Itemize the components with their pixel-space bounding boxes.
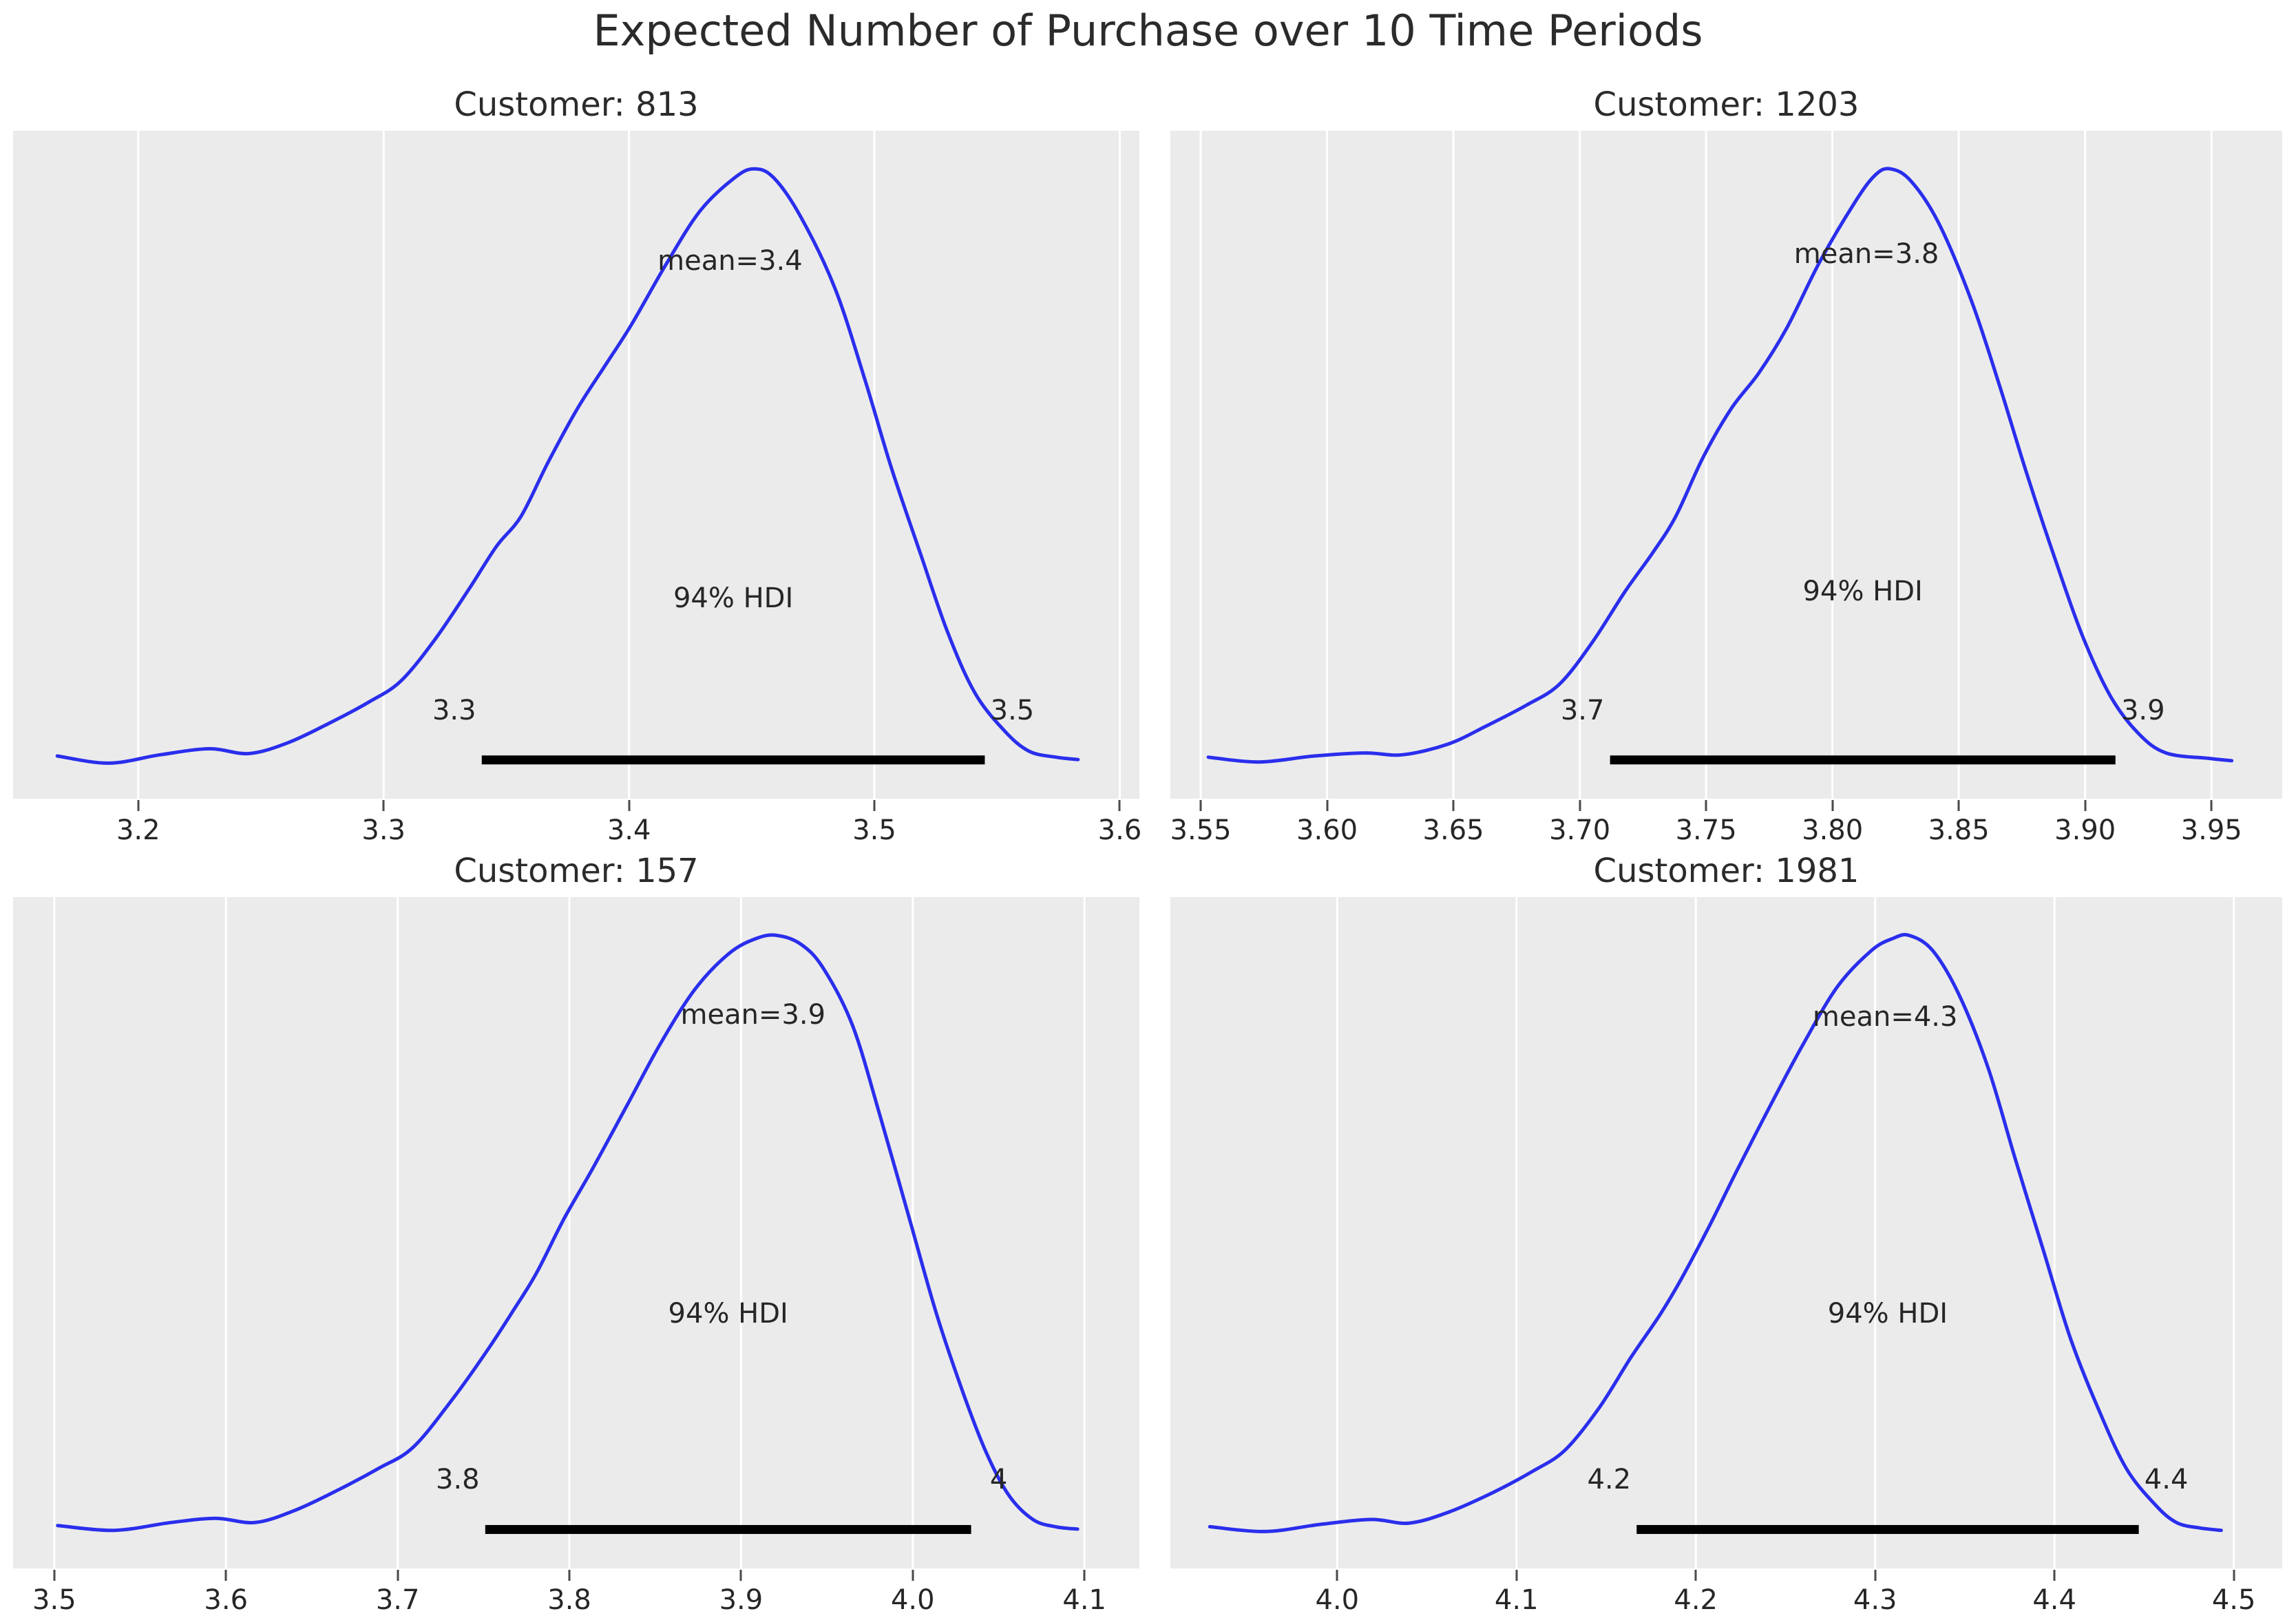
x-tick-label: 3.2 bbox=[116, 815, 160, 846]
density-plot bbox=[55, 131, 1121, 799]
density-plot bbox=[53, 897, 1086, 1568]
kde-curve bbox=[55, 167, 1080, 765]
x-tick-label: 3.7 bbox=[375, 1584, 420, 1616]
x-tick-label: 3.75 bbox=[1675, 815, 1737, 846]
x-tick-mark bbox=[1452, 800, 1455, 811]
x-tick-mark bbox=[1579, 800, 1581, 811]
hdi-label: 94% HDI bbox=[673, 582, 794, 614]
x-tick-mark bbox=[2233, 1570, 2235, 1581]
x-tick-mark bbox=[2210, 800, 2213, 811]
x-tick-label: 4.5 bbox=[2211, 1584, 2256, 1616]
x-tick-mark bbox=[53, 1570, 56, 1581]
plot-panel-customer-813 bbox=[13, 131, 1139, 799]
hdi-label: 94% HDI bbox=[668, 1297, 788, 1330]
plot-panel-customer-1981 bbox=[1170, 897, 2282, 1568]
x-tick-mark bbox=[739, 1570, 742, 1581]
x-tick-label: 3.5 bbox=[32, 1584, 76, 1616]
x-tick-mark bbox=[137, 800, 140, 811]
hdi-upper-label: 4 bbox=[989, 1464, 1008, 1496]
x-tick-mark bbox=[628, 800, 631, 811]
x-tick-mark bbox=[2084, 800, 2087, 811]
x-tick-label: 3.6 bbox=[1097, 815, 1142, 846]
hdi-lower-label: 3.8 bbox=[436, 1464, 480, 1496]
x-tick-label: 4.0 bbox=[890, 1584, 935, 1616]
x-tick-label: 3.8 bbox=[547, 1584, 591, 1616]
panel-title: Customer: 157 bbox=[454, 852, 699, 890]
x-tick-label: 3.65 bbox=[1422, 815, 1484, 846]
x-tick-label: 4.0 bbox=[1315, 1584, 1360, 1616]
x-tick-mark bbox=[912, 1570, 914, 1581]
panel-title: Customer: 1203 bbox=[1593, 85, 1860, 124]
hdi-label: 94% HDI bbox=[1802, 576, 1923, 608]
x-tick-mark bbox=[1831, 800, 1834, 811]
hdi-upper-label: 3.9 bbox=[2120, 694, 2165, 726]
x-tick-label: 3.3 bbox=[361, 815, 406, 846]
panel-title: Customer: 813 bbox=[454, 85, 699, 124]
hdi-bar bbox=[485, 1524, 971, 1534]
density-plot bbox=[1199, 131, 2234, 799]
x-tick-mark bbox=[873, 800, 876, 811]
x-tick-label: 4.3 bbox=[1853, 1584, 1897, 1616]
x-tick-label: 3.95 bbox=[2180, 815, 2242, 846]
plot-panel-customer-1203 bbox=[1170, 131, 2282, 799]
x-tick-label: 3.5 bbox=[852, 815, 896, 846]
hdi-lower-label: 4.2 bbox=[1587, 1464, 1632, 1496]
plot-panel-customer-157 bbox=[13, 897, 1139, 1568]
x-tick-mark bbox=[1083, 1570, 1086, 1581]
hdi-upper-label: 4.4 bbox=[2144, 1464, 2189, 1496]
x-tick-label: 3.6 bbox=[204, 1584, 249, 1616]
x-tick-mark bbox=[1118, 800, 1121, 811]
x-tick-mark bbox=[1515, 1570, 1518, 1581]
hdi-upper-label: 3.5 bbox=[990, 694, 1035, 726]
x-tick-mark bbox=[1957, 800, 1960, 811]
hdi-bar bbox=[481, 755, 985, 765]
x-tick-mark bbox=[382, 800, 385, 811]
x-tick-mark bbox=[224, 1570, 227, 1581]
x-tick-label: 3.4 bbox=[607, 815, 651, 846]
mean-label: mean=3.4 bbox=[657, 245, 803, 277]
hdi-bar bbox=[1636, 1524, 2139, 1534]
x-tick-label: 4.1 bbox=[1494, 1584, 1539, 1616]
x-tick-mark bbox=[1705, 800, 1707, 811]
x-tick-label: 3.85 bbox=[1928, 815, 1990, 846]
page-title: Expected Number of Purchase over 10 Time… bbox=[593, 6, 1703, 56]
x-tick-label: 4.2 bbox=[1674, 1584, 1718, 1616]
x-tick-mark bbox=[1336, 1570, 1338, 1581]
x-tick-label: 3.80 bbox=[1802, 815, 1864, 846]
density-plot bbox=[1208, 897, 2235, 1568]
mean-label: mean=4.3 bbox=[1812, 1000, 1958, 1033]
x-tick-label: 4.1 bbox=[1062, 1584, 1106, 1616]
hdi-lower-label: 3.3 bbox=[432, 694, 476, 726]
x-tick-mark bbox=[1694, 1570, 1697, 1581]
hdi-bar bbox=[1610, 755, 2116, 765]
x-tick-label: 3.90 bbox=[2054, 815, 2116, 846]
panel-title: Customer: 1981 bbox=[1593, 852, 1860, 890]
hdi-label: 94% HDI bbox=[1827, 1297, 1948, 1330]
hdi-lower-label: 3.7 bbox=[1560, 694, 1605, 726]
x-tick-label: 3.55 bbox=[1170, 815, 1232, 846]
x-tick-mark bbox=[1199, 800, 1202, 811]
x-tick-mark bbox=[568, 1570, 571, 1581]
kde-curve bbox=[1206, 167, 2234, 764]
x-tick-mark bbox=[2053, 1570, 2056, 1581]
mean-label: mean=3.9 bbox=[680, 998, 826, 1031]
x-tick-label: 4.4 bbox=[2032, 1584, 2076, 1616]
mean-label: mean=3.8 bbox=[1793, 238, 1939, 271]
x-tick-mark bbox=[1326, 800, 1329, 811]
x-tick-label: 3.9 bbox=[719, 1584, 763, 1616]
x-tick-label: 3.70 bbox=[1549, 815, 1611, 846]
kde-curve bbox=[1208, 933, 2223, 1533]
x-tick-mark bbox=[397, 1570, 399, 1581]
x-tick-mark bbox=[1874, 1570, 1877, 1581]
x-tick-label: 3.60 bbox=[1296, 815, 1358, 846]
kde-curve bbox=[56, 933, 1079, 1533]
